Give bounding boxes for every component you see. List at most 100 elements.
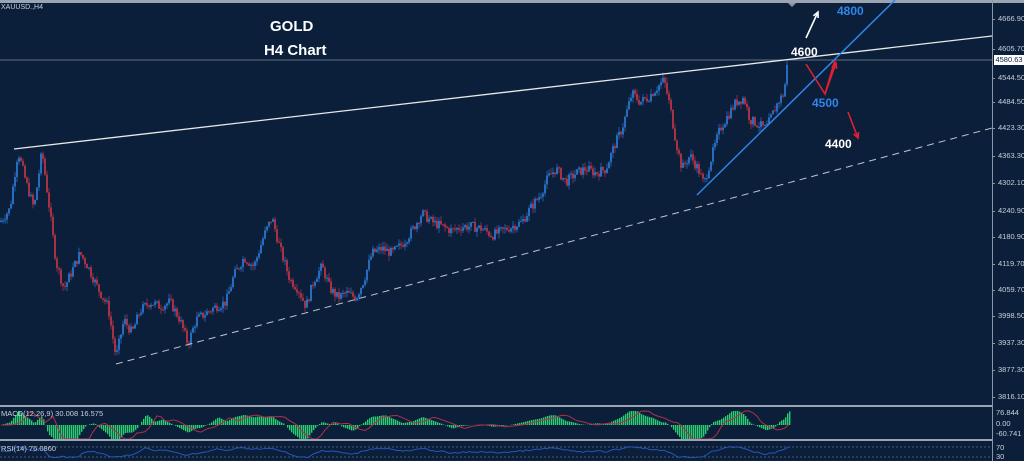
price-tick-label: 3998.50: [991, 311, 1024, 320]
macd-histogram-bar: [109, 425, 111, 437]
candle-body: [442, 224, 444, 226]
macd-histogram-bar: [299, 425, 301, 439]
macd-histogram-bar: [123, 425, 125, 435]
price-axis[interactable]: [992, 0, 993, 461]
candle-body: [128, 325, 130, 333]
macd-histogram-bar: [543, 417, 545, 425]
macd-histogram-bar: [365, 421, 367, 425]
candle-body: [578, 167, 580, 170]
macd-histogram-bar: [13, 417, 15, 425]
price-chart-canvas[interactable]: [0, 0, 992, 461]
macd-histogram-bar: [287, 425, 289, 428]
candle-body: [594, 172, 596, 176]
candle-body: [432, 216, 434, 223]
candle-body: [580, 167, 582, 175]
candle-body: [282, 247, 284, 261]
candle-body: [544, 184, 546, 194]
candle-body: [400, 243, 402, 246]
candle-body: [132, 326, 134, 329]
candle-body: [362, 285, 364, 288]
macd-histogram-bar: [303, 425, 305, 439]
candle-body: [528, 208, 530, 217]
macd-histogram-bar: [95, 424, 97, 425]
macd-histogram-bar: [271, 416, 273, 425]
macd-histogram-bar: [465, 425, 467, 426]
macd-histogram-bar: [491, 425, 493, 427]
rsi-panel-separator[interactable]: [0, 439, 992, 441]
macd-histogram-bar: [189, 425, 191, 433]
annotation-4500: 4500: [812, 96, 839, 110]
price-tick-label: 3937.30: [991, 338, 1024, 347]
candle-body: [752, 116, 754, 125]
candle-body: [738, 101, 740, 105]
macd-histogram-bar: [735, 411, 737, 425]
candle-body: [444, 224, 446, 227]
macd-histogram-bar: [567, 421, 569, 425]
candle-body: [12, 186, 14, 205]
macd-histogram-bar: [675, 425, 677, 433]
candle-body: [648, 101, 650, 103]
macd-histogram-bar: [275, 419, 277, 425]
candle-body: [456, 228, 458, 230]
macd-histogram-bar: [347, 425, 349, 429]
candle-body: [520, 221, 522, 223]
macd-histogram-bar: [213, 420, 215, 425]
candle-body: [164, 305, 166, 310]
macd-histogram-bar: [619, 417, 621, 425]
macd-histogram-bar: [447, 425, 449, 427]
macd-histogram-bar: [319, 423, 321, 425]
candle-body: [656, 90, 658, 93]
candle-body: [40, 153, 42, 174]
candle-body: [272, 219, 274, 222]
price-tick-label: 4059.70: [991, 285, 1024, 294]
candle-body: [18, 157, 20, 162]
current-price-badge: 4580.63: [994, 55, 1024, 65]
macd-histogram-bar: [183, 425, 185, 431]
macd-label: MACD(12,26,9) 30.008 16.575: [1, 409, 104, 418]
macd-histogram-bar: [251, 416, 253, 425]
candle-body: [748, 107, 750, 120]
macd-histogram-bar: [757, 425, 759, 427]
macd-histogram-bar: [783, 419, 785, 425]
candle-body: [104, 299, 106, 302]
macd-histogram-bar: [301, 425, 303, 439]
candle-body: [160, 308, 162, 310]
macd-histogram-bar: [233, 417, 235, 425]
macd-histogram-bar: [89, 424, 91, 425]
candle-body: [526, 216, 528, 222]
candle-body: [494, 229, 496, 240]
candle-body: [260, 245, 262, 254]
candle-body: [512, 225, 514, 229]
macd-histogram-bar: [241, 415, 243, 425]
candle-body: [48, 192, 50, 208]
candle-body: [270, 221, 272, 223]
candle-body: [678, 150, 680, 154]
candle-body: [306, 299, 308, 308]
arrow-down-red: [847, 111, 859, 139]
candle-body: [610, 153, 612, 163]
candle-body: [94, 279, 96, 283]
candle-body: [10, 204, 12, 209]
macd-panel-separator[interactable]: [0, 405, 992, 407]
candle-body: [482, 229, 484, 231]
candle-body: [760, 121, 762, 127]
macd-histogram-bar: [67, 425, 69, 439]
candle-body: [446, 226, 448, 228]
macd-histogram-bar: [175, 425, 177, 426]
candle-body: [682, 162, 684, 168]
macd-histogram-bar: [749, 421, 751, 425]
candle-body: [774, 110, 776, 112]
candle-body: [412, 226, 414, 229]
macd-histogram-bar: [515, 423, 517, 425]
macd-histogram-bar: [785, 417, 787, 425]
arrow-up-white: [805, 11, 819, 39]
price-tick-label: 3877.30: [991, 365, 1024, 374]
candle-body: [470, 222, 472, 227]
candle-body: [642, 97, 644, 102]
candle-body: [592, 168, 594, 176]
candle-body: [210, 311, 212, 313]
candle-body: [262, 238, 264, 246]
candle-body: [86, 264, 88, 269]
price-tick-label: 4484.50: [991, 97, 1024, 106]
